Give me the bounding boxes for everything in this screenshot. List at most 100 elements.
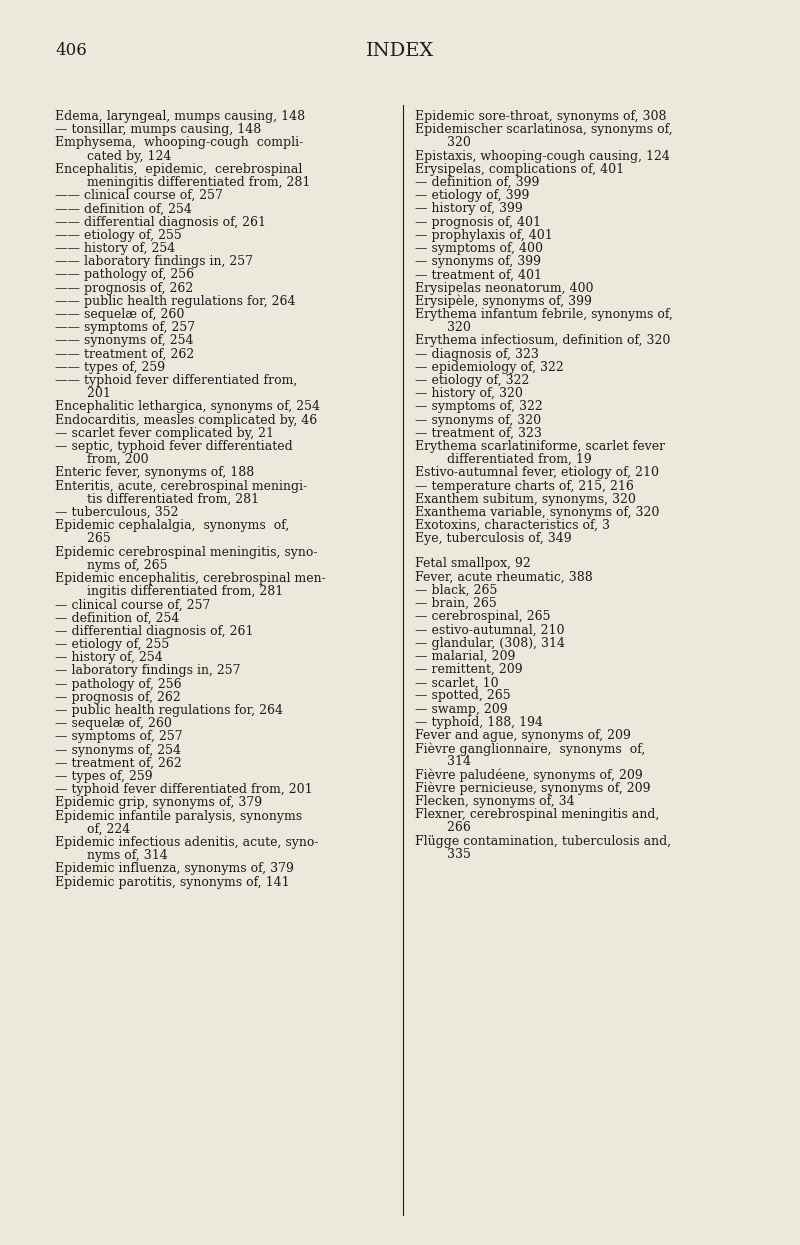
Text: — pathology of, 256: — pathology of, 256: [55, 677, 182, 691]
Text: — septic, typhoid fever differentiated: — septic, typhoid fever differentiated: [55, 439, 293, 453]
Text: differentiated from, 19: differentiated from, 19: [415, 453, 592, 466]
Text: Epidemic sore-throat, synonyms of, 308: Epidemic sore-throat, synonyms of, 308: [415, 110, 666, 123]
Text: —— etiology of, 255: —— etiology of, 255: [55, 229, 182, 242]
Text: — history of, 399: — history of, 399: [415, 203, 522, 215]
Text: — temperature charts of, 215, 216: — temperature charts of, 215, 216: [415, 479, 634, 493]
Text: Encephalitic lethargica, synonyms of, 254: Encephalitic lethargica, synonyms of, 25…: [55, 401, 320, 413]
Text: — tuberculous, 352: — tuberculous, 352: [55, 505, 178, 519]
Text: — treatment of, 401: — treatment of, 401: [415, 269, 542, 281]
Text: Fièvre paludéene, synonyms of, 209: Fièvre paludéene, synonyms of, 209: [415, 768, 642, 782]
Text: — cerebrospinal, 265: — cerebrospinal, 265: [415, 610, 550, 624]
Text: Flecken, synonyms of, 34: Flecken, synonyms of, 34: [415, 796, 574, 808]
Text: — etiology of, 399: — etiology of, 399: [415, 189, 530, 202]
Text: Endocarditis, measles complicated by, 46: Endocarditis, measles complicated by, 46: [55, 413, 318, 427]
Text: — clinical course of, 257: — clinical course of, 257: [55, 599, 210, 611]
Text: — estivo-autumnal, 210: — estivo-autumnal, 210: [415, 624, 565, 636]
Text: 406: 406: [55, 42, 86, 59]
Text: Fetal smallpox, 92: Fetal smallpox, 92: [415, 558, 530, 570]
Text: from, 200: from, 200: [55, 453, 149, 466]
Text: cated by, 124: cated by, 124: [55, 149, 171, 163]
Text: Epidemic influenza, synonyms of, 379: Epidemic influenza, synonyms of, 379: [55, 863, 294, 875]
Text: Epidemic cephalalgia,  synonyms  of,: Epidemic cephalalgia, synonyms of,: [55, 519, 290, 532]
Text: — swamp, 209: — swamp, 209: [415, 702, 508, 716]
Text: INDEX: INDEX: [366, 42, 434, 60]
Text: — epidemiology of, 322: — epidemiology of, 322: [415, 361, 564, 373]
Text: — symptoms of, 400: — symptoms of, 400: [415, 242, 543, 255]
Text: — remittent, 209: — remittent, 209: [415, 664, 522, 676]
Text: — history of, 254: — history of, 254: [55, 651, 162, 664]
Text: Erysipelas, complications of, 401: Erysipelas, complications of, 401: [415, 163, 624, 176]
Text: Fever and ague, synonyms of, 209: Fever and ague, synonyms of, 209: [415, 730, 631, 742]
Text: — brain, 265: — brain, 265: [415, 598, 497, 610]
Text: Erysipèle, synonyms of, 399: Erysipèle, synonyms of, 399: [415, 295, 592, 309]
Text: — types of, 259: — types of, 259: [55, 769, 153, 783]
Text: Emphysema,  whooping-cough  compli-: Emphysema, whooping-cough compli-: [55, 137, 303, 149]
Text: Epidemic cerebrospinal meningitis, syno-: Epidemic cerebrospinal meningitis, syno-: [55, 545, 318, 559]
Text: 265: 265: [55, 533, 110, 545]
Text: — etiology of, 322: — etiology of, 322: [415, 374, 530, 387]
Text: —— pathology of, 256: —— pathology of, 256: [55, 269, 194, 281]
Text: —— typhoid fever differentiated from,: —— typhoid fever differentiated from,: [55, 374, 298, 387]
Text: Edema, laryngeal, mumps causing, 148: Edema, laryngeal, mumps causing, 148: [55, 110, 305, 123]
Text: Erythema infantum febrile, synonyms of,: Erythema infantum febrile, synonyms of,: [415, 308, 673, 321]
Text: — synonyms of, 320: — synonyms of, 320: [415, 413, 541, 427]
Text: —— history of, 254: —— history of, 254: [55, 242, 175, 255]
Text: — diagnosis of, 323: — diagnosis of, 323: [415, 347, 539, 361]
Text: — synonyms of, 254: — synonyms of, 254: [55, 743, 181, 757]
Text: Estivo-autumnal fever, etiology of, 210: Estivo-autumnal fever, etiology of, 210: [415, 467, 659, 479]
Text: 335: 335: [415, 848, 471, 860]
Text: Epidemischer scarlatinosa, synonyms of,: Epidemischer scarlatinosa, synonyms of,: [415, 123, 673, 136]
Text: Erysipelas neonatorum, 400: Erysipelas neonatorum, 400: [415, 281, 594, 295]
Text: — scarlet, 10: — scarlet, 10: [415, 676, 498, 690]
Text: — differential diagnosis of, 261: — differential diagnosis of, 261: [55, 625, 254, 637]
Text: ingitis differentiated from, 281: ingitis differentiated from, 281: [55, 585, 283, 598]
Text: nyms of, 314: nyms of, 314: [55, 849, 168, 863]
Text: — definition of, 399: — definition of, 399: [415, 176, 539, 189]
Text: — history of, 320: — history of, 320: [415, 387, 523, 400]
Text: Enteric fever, synonyms of, 188: Enteric fever, synonyms of, 188: [55, 467, 254, 479]
Text: — typhoid, 188, 194: — typhoid, 188, 194: [415, 716, 543, 728]
Text: Exanthem subitum, synonyms, 320: Exanthem subitum, synonyms, 320: [415, 493, 636, 505]
Text: — prophylaxis of, 401: — prophylaxis of, 401: [415, 229, 553, 242]
Text: tis differentiated from, 281: tis differentiated from, 281: [55, 493, 259, 505]
Text: Epidemic parotitis, synonyms of, 141: Epidemic parotitis, synonyms of, 141: [55, 875, 290, 889]
Text: Eye, tuberculosis of, 349: Eye, tuberculosis of, 349: [415, 533, 572, 545]
Text: — treatment of, 262: — treatment of, 262: [55, 757, 182, 769]
Text: —— laboratory findings in, 257: —— laboratory findings in, 257: [55, 255, 253, 268]
Text: — prognosis of, 401: — prognosis of, 401: [415, 215, 541, 229]
Text: Exanthema variable, synonyms of, 320: Exanthema variable, synonyms of, 320: [415, 505, 659, 519]
Text: — sequelæ of, 260: — sequelæ of, 260: [55, 717, 172, 731]
Text: Enteritis, acute, cerebrospinal meningi-: Enteritis, acute, cerebrospinal meningi-: [55, 479, 307, 493]
Text: Flexner, cerebrospinal meningitis and,: Flexner, cerebrospinal meningitis and,: [415, 808, 659, 822]
Text: 320: 320: [415, 137, 471, 149]
Text: —— clinical course of, 257: —— clinical course of, 257: [55, 189, 223, 202]
Text: —— synonyms of, 254: —— synonyms of, 254: [55, 335, 194, 347]
Text: of, 224: of, 224: [55, 823, 130, 835]
Text: 320: 320: [415, 321, 471, 334]
Text: — laboratory findings in, 257: — laboratory findings in, 257: [55, 665, 241, 677]
Text: —— public health regulations for, 264: —— public health regulations for, 264: [55, 295, 295, 308]
Text: Epidemic infantile paralysis, synonyms: Epidemic infantile paralysis, synonyms: [55, 809, 302, 823]
Text: —— treatment of, 262: —— treatment of, 262: [55, 347, 194, 361]
Text: Erythema scarlatiniforme, scarlet fever: Erythema scarlatiniforme, scarlet fever: [415, 439, 665, 453]
Text: — spotted, 265: — spotted, 265: [415, 690, 510, 702]
Text: Epidemic encephalitis, cerebrospinal men-: Epidemic encephalitis, cerebrospinal men…: [55, 571, 326, 585]
Text: —— differential diagnosis of, 261: —— differential diagnosis of, 261: [55, 215, 266, 229]
Text: Encephalitis,  epidemic,  cerebrospinal: Encephalitis, epidemic, cerebrospinal: [55, 163, 302, 176]
Text: —— definition of, 254: —— definition of, 254: [55, 203, 192, 215]
Text: — public health regulations for, 264: — public health regulations for, 264: [55, 703, 283, 717]
Text: Epidemic infectious adenitis, acute, syno-: Epidemic infectious adenitis, acute, syn…: [55, 835, 318, 849]
Text: 266: 266: [415, 822, 471, 834]
Text: —— symptoms of, 257: —— symptoms of, 257: [55, 321, 195, 334]
Text: —— sequelæ of, 260: —— sequelæ of, 260: [55, 308, 184, 321]
Text: —— prognosis of, 262: —— prognosis of, 262: [55, 281, 194, 295]
Text: — treatment of, 323: — treatment of, 323: [415, 427, 542, 439]
Text: —— types of, 259: —— types of, 259: [55, 361, 165, 373]
Text: — symptoms of, 322: — symptoms of, 322: [415, 401, 542, 413]
Text: Epidemic grip, synonyms of, 379: Epidemic grip, synonyms of, 379: [55, 797, 262, 809]
Text: Erythema infectiosum, definition of, 320: Erythema infectiosum, definition of, 320: [415, 335, 670, 347]
Text: Epistaxis, whooping-cough causing, 124: Epistaxis, whooping-cough causing, 124: [415, 149, 670, 163]
Text: Fever, acute rheumatic, 388: Fever, acute rheumatic, 388: [415, 570, 593, 584]
Text: — glandular, (308), 314: — glandular, (308), 314: [415, 636, 565, 650]
Text: — tonsillar, mumps causing, 148: — tonsillar, mumps causing, 148: [55, 123, 262, 136]
